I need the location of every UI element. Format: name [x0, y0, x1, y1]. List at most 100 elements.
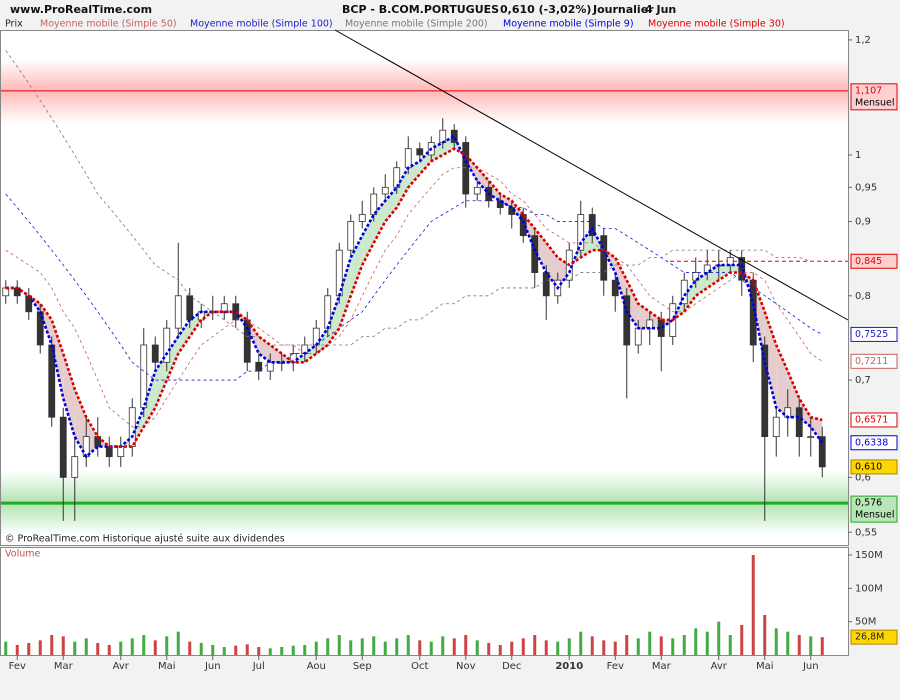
ma-fill: [327, 295, 340, 345]
ma-fill: [51, 319, 64, 399]
candle-body: [611, 279, 619, 297]
volume-bar: [625, 635, 629, 655]
volume-bar: [211, 645, 215, 655]
panel-title: Volume: [5, 549, 40, 560]
value-box-note: Mensuel: [855, 510, 895, 521]
ma-fill: [385, 187, 397, 222]
ma-fill: [316, 328, 328, 354]
y-tick-label: 150M: [855, 550, 883, 561]
ma-fill: [63, 353, 75, 437]
value-box-label: 1,107: [855, 85, 882, 96]
x-tick-label: Nov: [456, 661, 476, 672]
y-tick-label: 1,2: [855, 35, 871, 46]
volume-bar: [107, 645, 111, 655]
candle-body: [807, 436, 815, 439]
volume-bar: [717, 621, 721, 655]
volume-bar: [142, 635, 146, 655]
candle-body: [795, 407, 803, 438]
volume-bar: [176, 631, 180, 655]
date: 4 Jun: [645, 3, 676, 16]
candle-body: [772, 416, 780, 438]
x-tick-label: Sep: [353, 661, 372, 672]
candle-body: [117, 446, 125, 458]
volume-bar: [797, 635, 801, 655]
candle-body: [220, 303, 228, 313]
volume-panel: [0, 547, 849, 656]
volume-bar: [119, 641, 123, 655]
y-tick-label: 0,6: [855, 472, 871, 483]
x-tick-label: Jun: [204, 661, 221, 672]
volume-bar: [556, 641, 560, 655]
value-box-label: 26,8M: [855, 632, 884, 643]
candle-body: [818, 436, 826, 468]
value-box-label: 0,7525: [855, 329, 888, 340]
volume-bar: [613, 641, 617, 655]
value-box-label: 0,6571: [855, 414, 888, 425]
value-box-label: 0,576: [855, 498, 882, 509]
panel-title: Prix: [5, 19, 23, 30]
candle-body: [439, 129, 447, 143]
candle-body: [381, 186, 389, 195]
volume-bar: [590, 636, 594, 655]
moving-average: [5, 193, 823, 381]
volume-bar: [314, 641, 318, 655]
volume-bar: [383, 641, 387, 655]
value-box-label: 0,845: [855, 256, 882, 267]
volume-bar: [291, 645, 295, 655]
value-box: [850, 435, 898, 451]
candle-body: [473, 186, 481, 195]
candle-body: [738, 257, 746, 281]
volume-bar: [130, 638, 134, 655]
ma-fill: [776, 344, 788, 418]
volume-bar: [372, 636, 376, 655]
candle-body: [623, 295, 631, 346]
ma-fill: [764, 311, 777, 408]
volume-bar: [786, 631, 790, 655]
footer: © ProRealTime.com Historique ajusté suit…: [5, 534, 285, 545]
y-tick-label: 0,9: [855, 216, 871, 227]
ma-fill: [143, 371, 156, 427]
price-plot: [1, 50, 848, 536]
volume-bar: [774, 628, 778, 655]
volume-bar: [705, 631, 709, 655]
candle-body: [749, 279, 757, 346]
volume-bar: [4, 641, 8, 655]
x-tick-label: 2010: [555, 661, 583, 672]
value-box: [850, 459, 898, 475]
volume-bar: [326, 638, 330, 655]
volume-bar: [510, 641, 514, 655]
candle-body: [186, 295, 194, 321]
candle-body: [393, 167, 401, 188]
volume-bar: [280, 647, 284, 655]
volume-bar: [544, 640, 548, 655]
ma-fill: [500, 194, 512, 208]
volume-bar: [464, 635, 468, 655]
volume-bar: [199, 643, 203, 655]
volume-bar: [763, 615, 767, 655]
volume-bar: [38, 640, 42, 655]
candle-body: [519, 214, 527, 237]
ma-fill: [178, 319, 190, 354]
value-box: [850, 253, 898, 269]
volume-bar: [257, 647, 261, 655]
candle-body: [761, 344, 769, 438]
legend-label: Moyenne mobile (Simple 9): [503, 19, 634, 30]
candle-body: [496, 200, 504, 208]
volume-bar: [245, 644, 249, 655]
volume-bar: [694, 628, 698, 655]
candle-body: [692, 272, 700, 281]
candle-body: [450, 129, 458, 143]
x-tick-label: Fev: [607, 661, 624, 672]
volume-bar: [659, 636, 663, 655]
volume-bar: [740, 625, 744, 655]
quote: 0,610 (-3,02%): [500, 3, 591, 16]
candle-body: [71, 456, 79, 478]
ma-fill: [350, 235, 363, 296]
y-tick-label: 0,8: [855, 291, 871, 302]
volume-bar: [602, 640, 606, 655]
candle-body: [163, 327, 171, 363]
volume-bar: [15, 645, 19, 655]
candle-body: [243, 319, 251, 363]
legend-label: Moyenne mobile (Simple 200): [345, 19, 488, 30]
volume-bar: [27, 643, 31, 655]
